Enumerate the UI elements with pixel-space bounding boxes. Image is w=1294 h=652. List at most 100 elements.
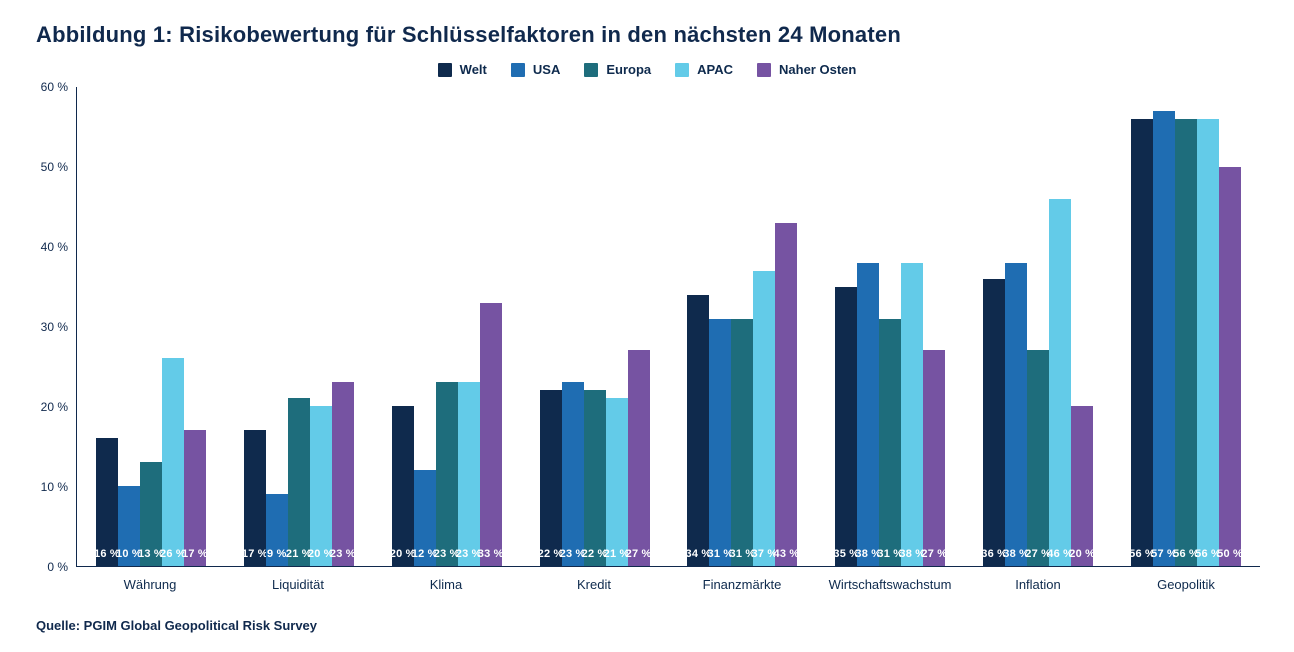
bar: 23 % bbox=[436, 382, 458, 566]
bars: 16 %10 %13 %26 %17 % bbox=[96, 87, 206, 566]
bar-value-label: 33 % bbox=[478, 548, 504, 560]
y-tick-label: 10 % bbox=[41, 480, 68, 494]
legend-item: Naher Osten bbox=[757, 62, 856, 77]
bar: 23 % bbox=[332, 382, 354, 566]
bar: 46 % bbox=[1049, 199, 1071, 566]
bar: 50 % bbox=[1219, 167, 1241, 566]
bar-value-label: 27 % bbox=[921, 548, 947, 560]
chart-legend: Welt USA Europa APAC Naher Osten bbox=[34, 62, 1260, 77]
y-tick-label: 60 % bbox=[41, 80, 68, 94]
bar: 27 % bbox=[628, 350, 650, 566]
bar: 26 % bbox=[162, 358, 184, 566]
bar: 21 % bbox=[606, 398, 628, 566]
chart-area: 0 %10 %20 %30 %40 %50 %60 % 16 %10 %13 %… bbox=[34, 87, 1260, 567]
bar-value-label: 50 % bbox=[1217, 548, 1243, 560]
bar-group: 36 %38 %27 %46 %20 % bbox=[964, 87, 1112, 566]
bar-value-label: 17 % bbox=[242, 548, 268, 560]
x-axis-label: Geopolitik bbox=[1112, 567, 1260, 592]
bar-group: 20 %12 %23 %23 %33 % bbox=[373, 87, 521, 566]
bar: 31 % bbox=[709, 319, 731, 566]
bar: 20 % bbox=[310, 406, 332, 566]
bar: 35 % bbox=[835, 287, 857, 566]
bar: 9 % bbox=[266, 494, 288, 566]
legend-item: APAC bbox=[675, 62, 733, 77]
bar-value-label: 27 % bbox=[626, 548, 652, 560]
y-tick-label: 0 % bbox=[47, 560, 68, 574]
x-axis-label: Liquidität bbox=[224, 567, 372, 592]
bar: 22 % bbox=[584, 390, 606, 566]
bar: 56 % bbox=[1131, 119, 1153, 566]
y-tick-label: 30 % bbox=[41, 320, 68, 334]
bar: 31 % bbox=[879, 319, 901, 566]
legend-label: APAC bbox=[697, 62, 733, 77]
bar: 36 % bbox=[983, 279, 1005, 566]
bar: 27 % bbox=[923, 350, 945, 566]
bar-value-label: 43 % bbox=[774, 548, 800, 560]
bars: 56 %57 %56 %56 %50 % bbox=[1131, 87, 1241, 566]
legend-item: Europa bbox=[584, 62, 651, 77]
legend-swatch bbox=[675, 63, 689, 77]
bar-group: 34 %31 %31 %37 %43 % bbox=[669, 87, 817, 566]
plot-area: 16 %10 %13 %26 %17 %17 %9 %21 %20 %23 %2… bbox=[76, 87, 1260, 567]
bar-group: 35 %38 %31 %38 %27 % bbox=[816, 87, 964, 566]
x-axis-label: Klima bbox=[372, 567, 520, 592]
bars: 36 %38 %27 %46 %20 % bbox=[983, 87, 1093, 566]
chart-page: Abbildung 1: Risikobewertung für Schlüss… bbox=[0, 0, 1294, 652]
bars: 17 %9 %21 %20 %23 % bbox=[244, 87, 354, 566]
legend-swatch bbox=[584, 63, 598, 77]
y-tick-label: 40 % bbox=[41, 240, 68, 254]
bars: 34 %31 %31 %37 %43 % bbox=[687, 87, 797, 566]
bar: 12 % bbox=[414, 470, 436, 566]
x-axis-labels: WährungLiquiditätKlimaKreditFinanzmärkte… bbox=[76, 567, 1260, 592]
bar-group: 17 %9 %21 %20 %23 % bbox=[225, 87, 373, 566]
bar-value-label: 20 % bbox=[1069, 548, 1095, 560]
x-axis-label: Wirtschaftswachstum bbox=[816, 567, 964, 592]
bar: 38 % bbox=[1005, 263, 1027, 566]
bar-value-label: 17 % bbox=[182, 548, 208, 560]
bar-group: 56 %57 %56 %56 %50 % bbox=[1112, 87, 1260, 566]
x-axis-label: Währung bbox=[76, 567, 224, 592]
x-axis-label: Kredit bbox=[520, 567, 668, 592]
bars: 35 %38 %31 %38 %27 % bbox=[835, 87, 945, 566]
legend-label: USA bbox=[533, 62, 560, 77]
bar-group: 16 %10 %13 %26 %17 % bbox=[77, 87, 225, 566]
bar: 34 % bbox=[687, 295, 709, 566]
x-axis-label: Inflation bbox=[964, 567, 1112, 592]
bar: 38 % bbox=[857, 263, 879, 566]
bar: 23 % bbox=[562, 382, 584, 566]
bar: 56 % bbox=[1175, 119, 1197, 566]
x-axis-label: Finanzmärkte bbox=[668, 567, 816, 592]
legend-label: Europa bbox=[606, 62, 651, 77]
bar-groups: 16 %10 %13 %26 %17 %17 %9 %21 %20 %23 %2… bbox=[77, 87, 1260, 566]
source-line: Quelle: PGIM Global Geopolitical Risk Su… bbox=[36, 618, 1260, 633]
bar: 33 % bbox=[480, 303, 502, 566]
bar: 16 % bbox=[96, 438, 118, 566]
bar: 20 % bbox=[1071, 406, 1093, 566]
bar: 20 % bbox=[392, 406, 414, 566]
bars: 20 %12 %23 %23 %33 % bbox=[392, 87, 502, 566]
bar: 10 % bbox=[118, 486, 140, 566]
chart-title: Abbildung 1: Risikobewertung für Schlüss… bbox=[36, 22, 1260, 48]
legend-item: Welt bbox=[438, 62, 487, 77]
legend-swatch bbox=[511, 63, 525, 77]
legend-label: Naher Osten bbox=[779, 62, 856, 77]
legend-swatch bbox=[757, 63, 771, 77]
bar-value-label: 9 % bbox=[267, 548, 287, 560]
bars: 22 %23 %22 %21 %27 % bbox=[540, 87, 650, 566]
bar-group: 22 %23 %22 %21 %27 % bbox=[521, 87, 669, 566]
legend-item: USA bbox=[511, 62, 560, 77]
y-tick-label: 50 % bbox=[41, 160, 68, 174]
bar: 57 % bbox=[1153, 111, 1175, 566]
bar: 31 % bbox=[731, 319, 753, 566]
bar: 21 % bbox=[288, 398, 310, 566]
bar: 17 % bbox=[244, 430, 266, 566]
y-tick-label: 20 % bbox=[41, 400, 68, 414]
bar: 17 % bbox=[184, 430, 206, 566]
bar: 56 % bbox=[1197, 119, 1219, 566]
bar: 37 % bbox=[753, 271, 775, 566]
bar: 13 % bbox=[140, 462, 162, 566]
bar: 22 % bbox=[540, 390, 562, 566]
bar: 27 % bbox=[1027, 350, 1049, 566]
bar: 23 % bbox=[458, 382, 480, 566]
bar-value-label: 23 % bbox=[330, 548, 356, 560]
